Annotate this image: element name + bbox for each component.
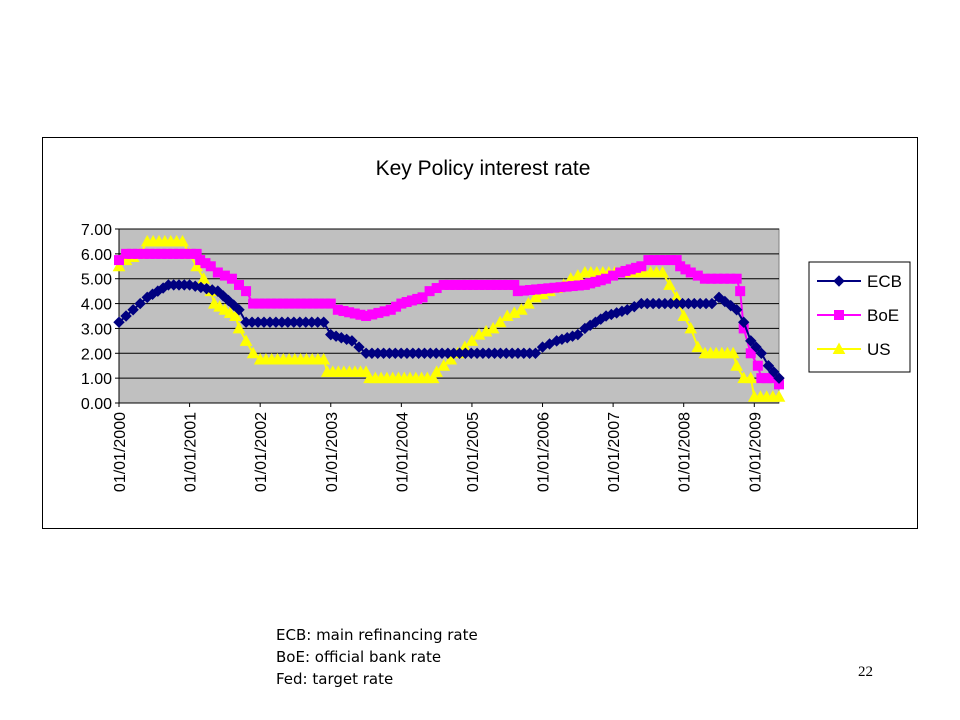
data-point-us [684,321,698,334]
y-tick-label: 3.00 [81,321,112,338]
data-point-boe [325,298,336,309]
data-point-us [726,346,740,359]
data-point-boe [205,261,216,272]
data-point-boe [745,348,756,359]
x-tick-label: 01/01/2004 [394,412,411,492]
data-point-boe [241,286,252,297]
x-tick-label: 01/01/2005 [465,412,482,492]
y-tick-label: 1.00 [81,371,112,388]
data-point-us [730,359,743,371]
data-point-us [772,390,786,402]
y-tick-label: 7.00 [81,222,112,239]
x-tick-label: 01/01/2009 [747,412,764,492]
data-point-us [744,371,758,384]
x-tick-label: 01/01/2001 [183,412,200,492]
legend-label-boe: BoE [867,306,899,325]
y-tick-label: 5.00 [81,272,112,289]
legend-label-ecb: ECB [867,272,902,291]
series-ecb [113,279,785,384]
data-point-ecb [730,304,743,316]
data-point-us [522,297,535,309]
chart-frame: Key Policy interest rate 0.00 1.00 2.00 3.0… [42,137,918,529]
data-point-boe [731,273,742,284]
data-point-us [246,346,260,359]
data-point-us [486,321,500,334]
note-fed: Fed: target rate [276,670,394,688]
chart-title: Key Policy interest rate [376,157,591,180]
legend-marker-ecb [833,275,845,287]
x-tick-label: 01/01/2008 [677,412,694,492]
chart-svg: Key Policy interest rate 0.00 1.00 2.00 3.0… [81,157,911,492]
data-point-us [691,340,705,353]
data-point-ecb [127,304,139,316]
data-point-boe [636,261,647,272]
data-point-ecb [762,360,775,372]
data-point-us [176,234,189,247]
data-point-ecb [745,335,757,347]
data-point-ecb [529,347,542,359]
data-point-ecb [755,347,768,359]
data-point-ecb [120,310,132,322]
data-point-ecb [317,316,330,328]
data-point-us [437,359,451,371]
data-point-ecb [706,297,718,310]
y-tick-label: 2.00 [81,346,112,363]
x-tick-label: 01/01/2002 [253,412,270,492]
x-tick-label: 01/01/2000 [112,412,129,492]
data-point-ecb [750,341,762,353]
data-point-us [444,352,458,365]
data-point-ecb [346,335,358,347]
data-point-us [656,265,669,278]
data-point-ecb [233,304,245,316]
y-tick-label: 6.00 [81,247,112,264]
data-point-ecb [767,366,780,378]
data-point-boe [417,292,428,303]
y-tick-label: 0.00 [81,396,112,413]
data-point-us [197,272,211,284]
x-tick-label: 01/01/2003 [324,412,341,492]
data-point-boe [226,273,237,284]
data-point-boe [114,255,124,266]
data-point-ecb [572,328,584,341]
note-ecb: ECB: main refinancing rate [276,626,478,644]
x-tick-label: 01/01/2007 [606,412,623,492]
data-point-us [112,259,126,272]
data-point-us [515,303,528,315]
data-point-us [426,371,440,384]
data-point-ecb [353,341,365,353]
rate-notes: ECB: main refinancing rate BoE: official… [276,624,478,690]
note-boe: BoE: official bank rate [276,648,442,666]
data-point-us [239,334,253,346]
data-point-us [229,309,242,321]
series-boe [114,248,784,390]
data-point-ecb [737,316,750,328]
legend-marker-us [832,342,846,354]
data-point-ecb [134,297,146,310]
data-point-us [232,321,246,334]
data-point-us [190,259,203,272]
data-point-boe [735,286,746,297]
data-point-us [317,352,331,365]
page-number: 22 [858,664,873,680]
data-point-ecb [773,372,785,384]
data-point-us [493,315,507,328]
data-point-us [677,309,691,321]
data-point-ecb [113,316,125,328]
x-tick-label: 01/01/2006 [536,412,553,492]
legend-label-us: US [867,340,891,359]
data-point-boe [234,279,244,290]
legend-marker-boe [834,310,844,320]
data-point-us [430,365,443,377]
data-point-us [663,278,676,290]
data-point-boe [752,360,763,371]
data-point-us [465,334,479,346]
y-tick-label: 4.00 [81,297,112,314]
